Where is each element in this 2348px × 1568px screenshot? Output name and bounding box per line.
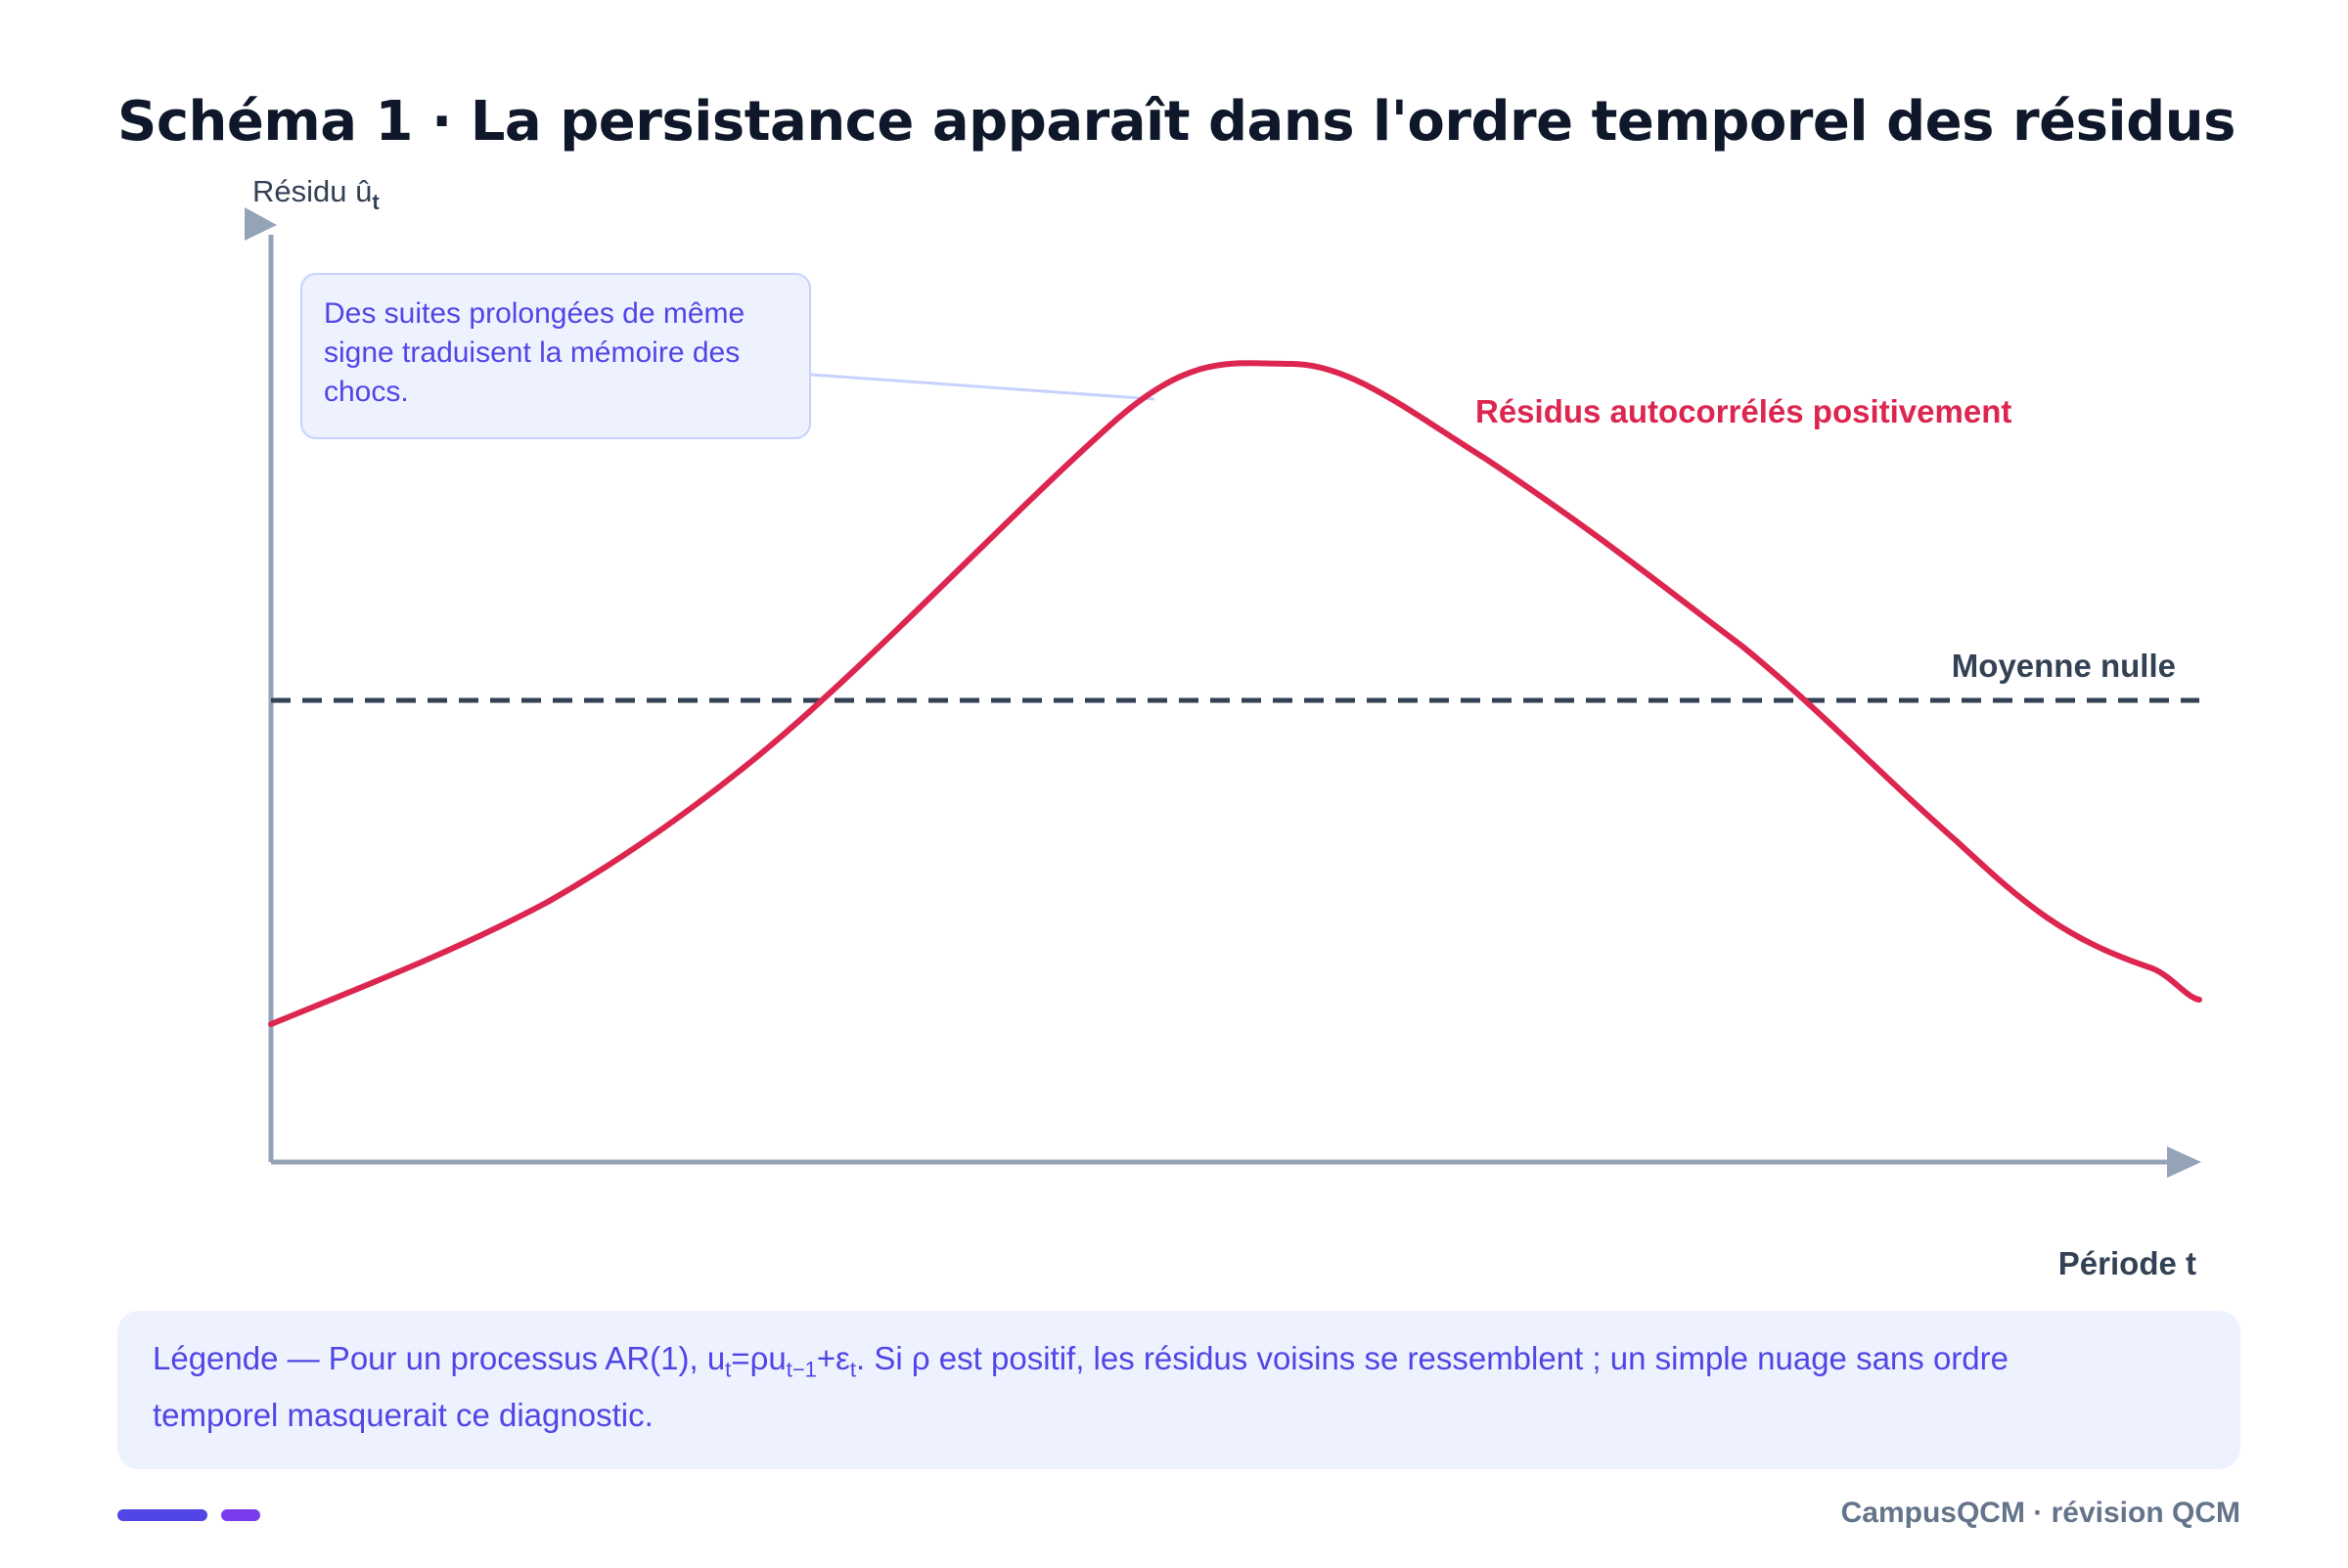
mean-line-label: Moyenne nulle [1952,648,2176,684]
x-axis-label: Période t [2058,1245,2196,1281]
residual-curve [268,360,2202,1027]
legend-box: Légende — Pour un processus AR(1), ut=ρu… [117,1311,2240,1469]
footer-bar-secondary [221,1509,260,1521]
page-title: Schéma 1 · La persistance apparaît dans … [117,90,2235,154]
footer-bar-primary [117,1509,207,1521]
callout-text: Des suites prolongées de même signe trad… [324,297,745,408]
callout-box: Des suites prolongées de même signe trad… [300,273,811,439]
y-axis-arrow [245,207,277,241]
footer-brand: CampusQCM · révision QCM [1840,1497,2240,1529]
curve-label: Résidus autocorrélés positivement [1475,393,2011,429]
y-axis-label: Résidu ût [252,174,380,214]
legend-text: Légende — Pour un processus AR(1), ut=ρu… [153,1340,2009,1433]
callout-leader [810,373,1155,401]
x-axis-arrow [2167,1146,2201,1178]
